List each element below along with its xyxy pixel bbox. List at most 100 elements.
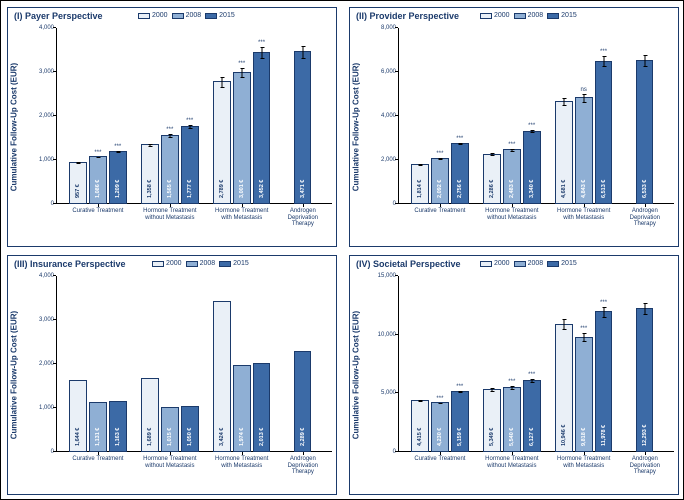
- bar-value-label: 3,424 €: [216, 430, 222, 448]
- error-bar: [511, 386, 512, 389]
- bar: 1,689 €: [141, 378, 159, 452]
- significance-label: ***: [528, 123, 535, 129]
- bar: 9,818 €***: [575, 337, 593, 452]
- bar: 6,513 €***: [595, 61, 613, 204]
- significance-label: ***: [436, 151, 443, 157]
- bar: 957 €: [69, 162, 87, 204]
- error-bar: [117, 151, 118, 153]
- error-bar: [420, 164, 421, 165]
- category-group: Hormone Treatmentwithout Metastasis1,689…: [134, 276, 206, 452]
- x-tick-label: Androgen DeprivationTherapy: [620, 452, 670, 476]
- panel-title: (IV) Societal Perspective: [356, 259, 461, 269]
- bar-value-label: 1,814 €: [414, 182, 420, 200]
- bar: 3,452 €***: [253, 52, 271, 204]
- bar-value-label: 5,540 €: [506, 430, 512, 448]
- error-bar: [439, 403, 440, 405]
- bar: 1,086 €***: [89, 156, 107, 204]
- category-group: Curative Treatment1,814 €2,092 €***2,756…: [404, 28, 476, 204]
- significance-label: ***: [166, 127, 173, 133]
- error-bar: [531, 130, 532, 134]
- significance-label: ***: [600, 300, 607, 306]
- x-tick-label: Androgen DeprivationTherapy: [278, 204, 328, 228]
- error-bar: [644, 303, 645, 315]
- error-bar: [78, 162, 79, 163]
- error-bar: [459, 143, 460, 145]
- bar-value-label: 4,681 €: [558, 182, 564, 200]
- bar-value-label: 10,946 €: [558, 427, 564, 448]
- bar-value-label: 2,483 €: [506, 182, 512, 200]
- significance-label: ***: [456, 384, 463, 390]
- bar-value-label: 2,756 €: [454, 182, 460, 200]
- y-tick-label: 6,000: [381, 69, 398, 75]
- error-bar: [603, 307, 604, 318]
- y-tick-label: 4,000: [39, 25, 56, 31]
- bar: 2,789 €: [213, 81, 231, 204]
- x-tick-label: Androgen DeprivationTherapy: [620, 204, 670, 228]
- category-group: Androgen DeprivationTherapy2,289 €: [278, 276, 328, 452]
- plot-area: 01,0002,0003,0004,000Curative Treatment9…: [56, 28, 332, 204]
- significance-label: ns: [581, 87, 587, 93]
- y-tick-label: 5,000: [381, 390, 398, 396]
- category-group: Curative Treatment1,644 €1,131 €1,163 €: [62, 276, 134, 452]
- bar-value-label: 12,293 €: [639, 427, 645, 448]
- bar: 5,349 €: [483, 389, 501, 452]
- y-tick-label: 2,000: [39, 113, 56, 119]
- bar-value-label: 2,013 €: [256, 430, 262, 448]
- bar-value-label: 2,092 €: [434, 182, 440, 200]
- bar: 2,483 €***: [503, 149, 521, 204]
- legend-item: 2008: [514, 12, 544, 19]
- error-bar: [563, 98, 564, 107]
- significance-label: ***: [186, 118, 193, 124]
- bar: 1,644 €: [69, 380, 87, 452]
- legend: 200020082015: [138, 12, 235, 19]
- significance-label: ***: [114, 144, 121, 150]
- legend-item: 2015: [205, 12, 235, 19]
- bar-value-label: 6,127 €: [526, 430, 532, 448]
- bar-value-label: 1,015 €: [164, 430, 170, 448]
- bar-value-label: 1,689 €: [144, 430, 150, 448]
- legend-item: 2000: [138, 12, 168, 19]
- error-bar: [261, 47, 262, 59]
- bar-value-label: 1,777 €: [184, 182, 190, 200]
- bar-value-label: 2,286 €: [486, 182, 492, 200]
- error-bar: [511, 149, 512, 152]
- bar-value-label: 1,050 €: [184, 430, 190, 448]
- error-bar: [420, 400, 421, 402]
- bar-value-label: 11,978 €: [598, 427, 604, 448]
- bar-value-label: 5,159 €: [454, 430, 460, 448]
- error-bar: [241, 68, 242, 78]
- legend-item: 2000: [152, 260, 182, 267]
- bar-value-label: 3,452 €: [256, 182, 262, 200]
- y-tick-label: 2,000: [381, 157, 398, 163]
- y-tick-label: 4,000: [381, 113, 398, 119]
- significance-label: ***: [436, 396, 443, 402]
- bar-value-label: 3,001 €: [236, 182, 242, 200]
- y-tick-label: 0: [393, 201, 398, 207]
- legend: 200020082015: [480, 12, 577, 19]
- y-tick-label: 15,000: [378, 273, 398, 279]
- error-bar: [603, 56, 604, 67]
- bar-value-label: 957 €: [72, 186, 78, 200]
- plot-area: 02,0004,0006,0008,000Curative Treatment1…: [398, 28, 674, 204]
- significance-label: ***: [238, 61, 245, 67]
- category-group: Androgen DeprivationTherapy3,471 €: [278, 28, 328, 204]
- bar-value-label: 2,789 €: [216, 182, 222, 200]
- bar: 6,533 €: [636, 60, 653, 204]
- y-tick-label: 3,000: [39, 69, 56, 75]
- bar: 5,159 €***: [451, 391, 469, 452]
- category-group: Hormone Treatmentwithout Metastasis5,349…: [476, 276, 548, 452]
- error-bar: [644, 55, 645, 67]
- bar: 2,286 €: [483, 154, 501, 204]
- category-group: Hormone Treatmentwithout Metastasis1,358…: [134, 28, 206, 204]
- y-tick-label: 4,000: [39, 273, 56, 279]
- y-tick-label: 2,000: [39, 361, 56, 367]
- bar: 12,293 €: [636, 308, 653, 452]
- bar: 2,013 €: [253, 363, 271, 452]
- significance-label: ***: [508, 142, 515, 148]
- significance-label: ***: [580, 326, 587, 332]
- category-group: Hormone Treatmentwith Metastasis2,789 €3…: [206, 28, 278, 204]
- error-bar: [302, 46, 303, 59]
- bar: 1,777 €***: [181, 126, 199, 204]
- bar: 1,163 €: [109, 401, 127, 452]
- bar-value-label: 4,230 €: [434, 430, 440, 448]
